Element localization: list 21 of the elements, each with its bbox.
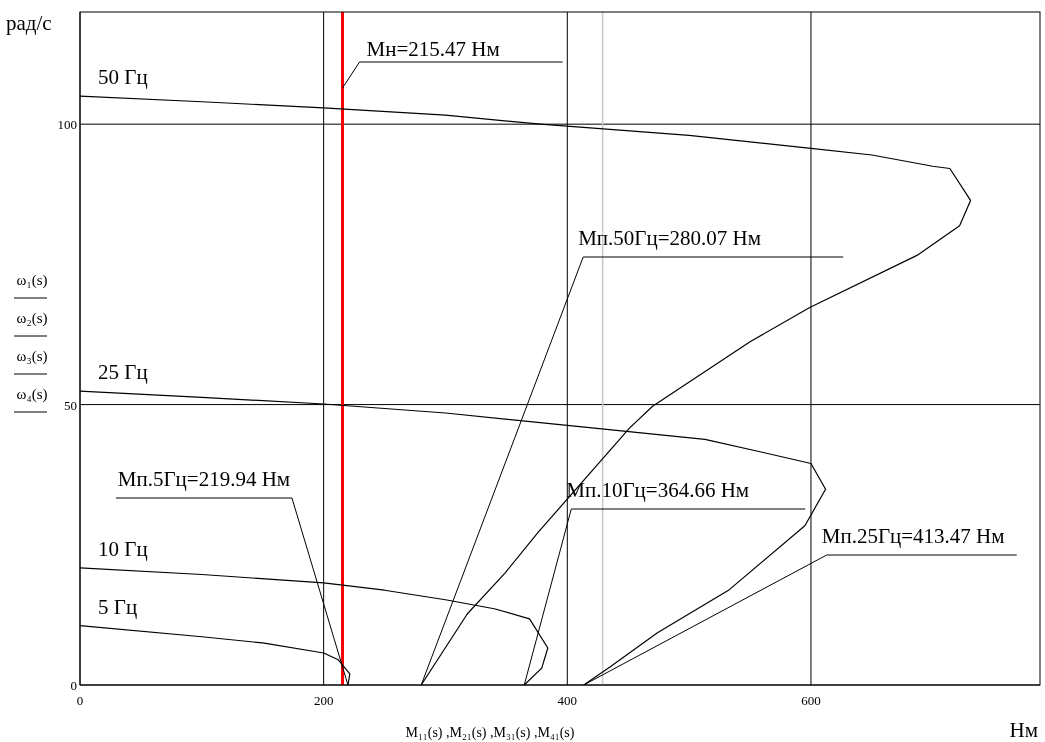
- ref-line-label: Мн=215.47 Нм: [366, 37, 500, 61]
- x-tick-label: 600: [801, 693, 821, 708]
- y-tick-label: 50: [64, 397, 77, 413]
- text: ω₃(s): [16, 348, 48, 365]
- text: ω₂(s): [16, 310, 48, 327]
- text: ω₁(s): [16, 272, 48, 289]
- y-tick-label: 0: [70, 678, 77, 693]
- x-tick-label: 200: [313, 693, 334, 708]
- annotation: Мп.50Гц=280.07 Нм: [578, 226, 762, 250]
- annotation: Мп.25Гц=413.47 Нм: [821, 524, 1005, 548]
- text: M₁₁(s) ,M₂₁(s) ,M₃₁(s) ,M₄₁(s): [405, 725, 575, 741]
- annotation: Мп.5Гц=219.94 Нм: [117, 467, 291, 491]
- series-label: 5 Гц: [98, 594, 138, 619]
- text: ω₄(s): [16, 386, 48, 403]
- series-label: 50 Гц: [98, 65, 148, 90]
- x-tick-label: 400: [557, 693, 578, 708]
- series-label: 25 Гц: [98, 360, 148, 385]
- x-axis-title: Нм: [1009, 718, 1038, 742]
- y-axis-title: рад/с: [6, 11, 52, 35]
- y-tick-label: 100: [57, 117, 77, 133]
- series-label: 10 Гц: [98, 536, 148, 561]
